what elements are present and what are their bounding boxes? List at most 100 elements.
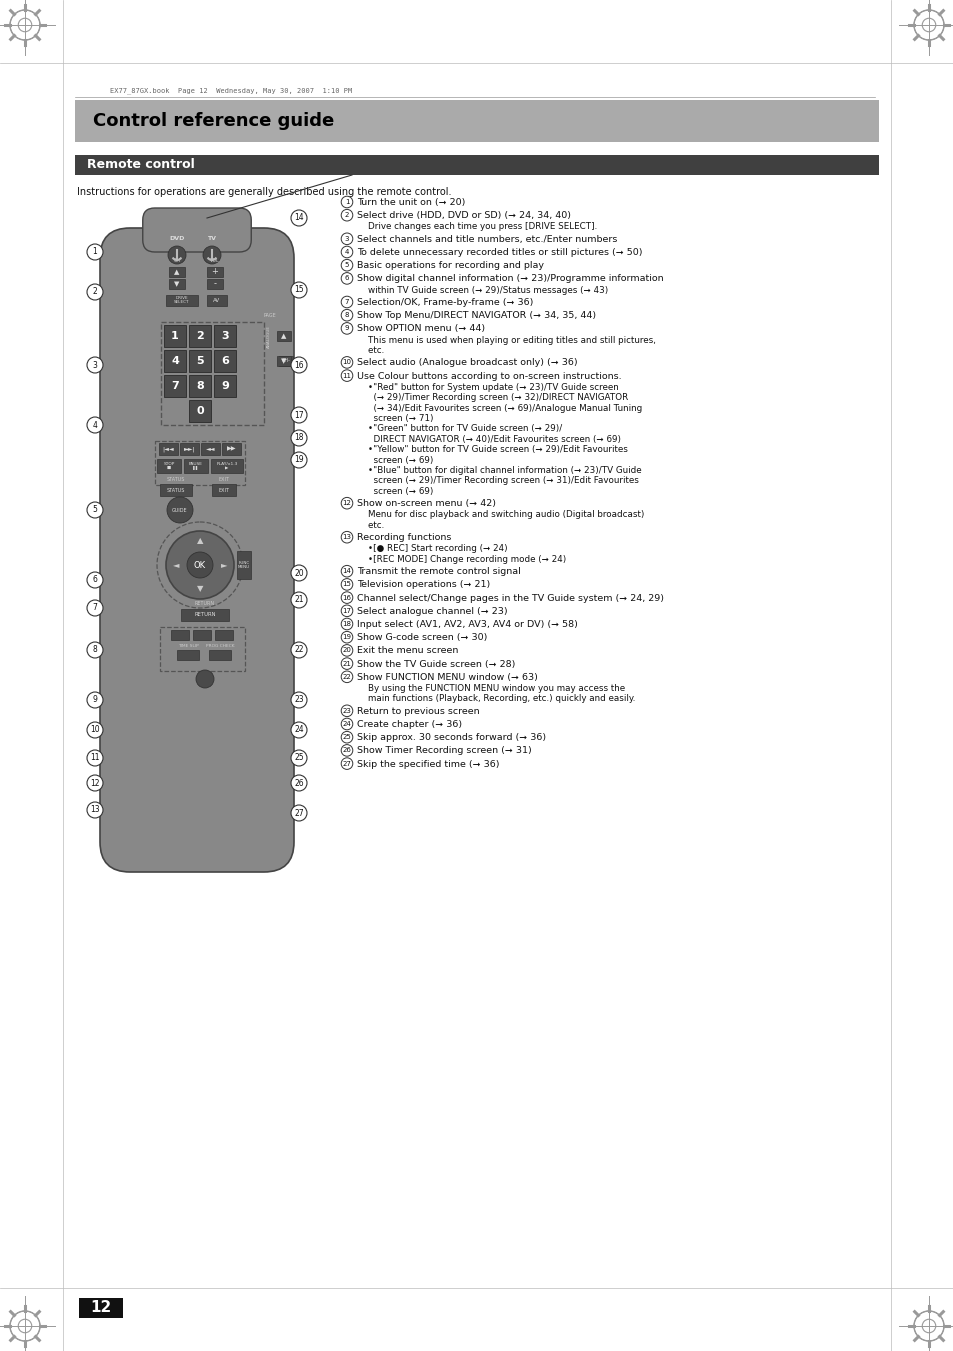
Circle shape [87, 245, 103, 259]
Text: 24: 24 [342, 721, 351, 727]
Text: 17: 17 [294, 411, 303, 420]
Circle shape [166, 531, 233, 598]
Text: 17: 17 [342, 608, 351, 613]
Text: 13: 13 [91, 805, 100, 815]
Text: Show G-сode screen (➞ 30): Show G-сode screen (➞ 30) [356, 634, 487, 642]
Text: Return to previous screen: Return to previous screen [356, 707, 479, 716]
FancyBboxPatch shape [143, 208, 251, 253]
Circle shape [341, 619, 353, 630]
Text: 19: 19 [342, 634, 351, 640]
Bar [278, 357, 293, 366]
Circle shape [87, 417, 103, 434]
Text: TIME SLIP: TIME SLIP [177, 644, 198, 648]
Text: 8: 8 [196, 381, 204, 390]
Text: 5: 5 [196, 357, 204, 366]
Bar [189, 376, 211, 397]
Circle shape [341, 731, 353, 743]
Bar [161, 322, 264, 426]
Circle shape [341, 531, 353, 543]
Text: 10: 10 [342, 359, 351, 365]
Text: 11: 11 [91, 754, 100, 762]
Circle shape [291, 642, 307, 658]
Text: 19: 19 [294, 455, 303, 465]
Circle shape [291, 692, 307, 708]
Text: •[● REC] Start recording (➞ 24): •[● REC] Start recording (➞ 24) [356, 544, 507, 554]
Bar [189, 400, 211, 422]
Text: 15: 15 [294, 285, 303, 295]
Text: screen (➞ 29)/Timer Recording screen (➞ 31)/Edit Favourites: screen (➞ 29)/Timer Recording screen (➞ … [356, 477, 639, 485]
Bar [169, 267, 185, 277]
Text: 18: 18 [342, 621, 351, 627]
Text: Use Colour buttons according to on-screen instructions.: Use Colour buttons according to on-scree… [356, 372, 621, 381]
Circle shape [291, 592, 307, 608]
Text: 15: 15 [342, 581, 351, 588]
Text: 21: 21 [342, 661, 351, 666]
Text: DRIVE
SELECT: DRIVE SELECT [174, 296, 190, 304]
Text: 3: 3 [221, 331, 229, 340]
Text: 8: 8 [344, 312, 349, 319]
Circle shape [168, 246, 186, 263]
Text: 6: 6 [92, 576, 97, 585]
Bar [209, 650, 231, 661]
Text: Television operations (➞ 21): Television operations (➞ 21) [356, 581, 490, 589]
Bar [184, 459, 208, 473]
Bar [79, 1298, 123, 1319]
Bar [180, 443, 199, 455]
Text: 23: 23 [342, 708, 351, 713]
Text: etc.: etc. [356, 346, 384, 355]
Text: 5: 5 [92, 505, 97, 515]
Text: DIRECT NAVIGATOR (➞ 40)/Edit Favourites screen (➞ 69): DIRECT NAVIGATOR (➞ 40)/Edit Favourites … [356, 435, 620, 443]
Bar [75, 100, 878, 142]
Bar [154, 440, 245, 485]
Circle shape [87, 692, 103, 708]
Text: •"Green" button for TV Guide screen (➞ 29)/: •"Green" button for TV Guide screen (➞ 2… [356, 424, 561, 434]
Text: 25: 25 [294, 754, 303, 762]
Bar [207, 267, 223, 277]
Circle shape [291, 282, 307, 299]
Text: 11: 11 [342, 373, 351, 378]
Text: 7: 7 [92, 604, 97, 612]
Text: 7: 7 [344, 299, 349, 305]
Text: 20: 20 [294, 569, 303, 577]
Text: 10: 10 [91, 725, 100, 735]
Bar [276, 331, 291, 340]
Bar [276, 357, 291, 366]
Text: 24: 24 [294, 725, 303, 735]
Text: Select drive (HDD, DVD or SD) (➞ 24, 34, 40): Select drive (HDD, DVD or SD) (➞ 24, 34,… [356, 211, 571, 220]
Text: 9: 9 [344, 326, 349, 331]
Text: 21: 21 [294, 596, 303, 604]
Text: ▼: ▼ [196, 585, 203, 593]
Bar [236, 551, 251, 580]
Text: •"Red" button for System update (➞ 23)/TV Guide screen: •"Red" button for System update (➞ 23)/T… [356, 382, 618, 392]
Bar [213, 326, 235, 347]
Text: STATUS: STATUS [167, 477, 185, 482]
Text: 4: 4 [171, 357, 179, 366]
Text: 3: 3 [92, 361, 97, 370]
Circle shape [291, 430, 307, 446]
Circle shape [341, 196, 353, 208]
Circle shape [341, 631, 353, 643]
Text: |◄◄: |◄◄ [163, 446, 174, 451]
Text: ►: ► [220, 561, 227, 570]
Text: ◄◄: ◄◄ [206, 446, 215, 451]
Text: 14: 14 [342, 569, 351, 574]
Text: STATUS: STATUS [167, 488, 185, 493]
Text: Drive changes each time you press [DRIVE SELECT].: Drive changes each time you press [DRIVE… [356, 223, 597, 231]
Circle shape [341, 497, 353, 509]
Circle shape [341, 370, 353, 381]
Text: 2: 2 [196, 331, 204, 340]
Text: +: + [212, 267, 218, 277]
Circle shape [341, 758, 353, 770]
Text: ◄: ◄ [172, 561, 179, 570]
Text: 12: 12 [91, 1301, 112, 1316]
Circle shape [87, 357, 103, 373]
Text: within TV Guide screen (➞ 29)/Status messages (➞ 43): within TV Guide screen (➞ 29)/Status mes… [356, 285, 608, 295]
Text: To delete unnecessary recorded titles or still pictures (➞ 50): To delete unnecessary recorded titles or… [356, 249, 641, 257]
Text: Transmit the remote control signal: Transmit the remote control signal [356, 567, 520, 576]
Text: 27: 27 [294, 808, 303, 817]
Text: (➞ 34)/Edit Favourites screen (➞ 69)/Analogue Manual Tuning: (➞ 34)/Edit Favourites screen (➞ 69)/Ana… [356, 404, 641, 412]
Text: 25: 25 [342, 734, 351, 740]
Bar [189, 350, 211, 372]
Text: DVD: DVD [169, 235, 185, 240]
Bar [207, 280, 223, 289]
